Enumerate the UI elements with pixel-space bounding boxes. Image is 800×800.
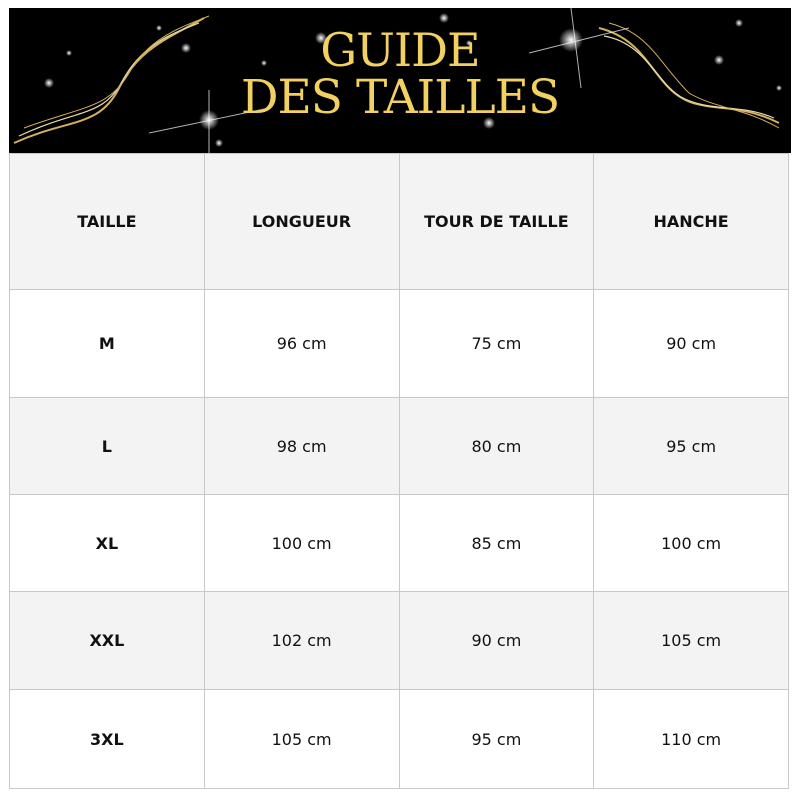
table-row: L 98 cm 80 cm 95 cm <box>9 397 789 495</box>
size-table: TAILLE LONGUEUR TOUR DE TAILLE HANCHE M … <box>9 153 789 789</box>
table-row: M 96 cm 75 cm 90 cm <box>9 289 789 398</box>
header-tour-de-taille: TOUR DE TAILLE <box>398 153 595 290</box>
waist-cell: 85 cm <box>398 494 595 592</box>
header-taille: TAILLE <box>9 153 205 290</box>
table-row: 3XL 105 cm 95 cm 110 cm <box>9 689 789 789</box>
waist-cell: 80 cm <box>398 397 595 495</box>
hip-cell: 90 cm <box>593 289 789 398</box>
waist-cell: 75 cm <box>398 289 595 398</box>
length-cell: 100 cm <box>203 494 400 592</box>
waist-cell: 90 cm <box>398 591 595 690</box>
size-cell: 3XL <box>9 689 205 789</box>
hip-cell: 105 cm <box>593 591 789 690</box>
length-cell: 102 cm <box>203 591 400 690</box>
gold-swoosh-left <box>13 15 210 144</box>
size-cell: XXL <box>9 591 205 690</box>
title-line-1: GUIDE <box>320 23 480 77</box>
size-cell: M <box>9 289 205 398</box>
size-cell: XL <box>9 494 205 592</box>
hip-cell: 100 cm <box>593 494 789 592</box>
gold-swoosh-right <box>598 22 780 129</box>
waist-cell: 95 cm <box>398 689 595 789</box>
header-longueur: LONGUEUR <box>203 153 400 290</box>
length-cell: 105 cm <box>203 689 400 789</box>
header-hanche: HANCHE <box>593 153 789 290</box>
size-cell: L <box>9 397 205 495</box>
sparkle-decoration <box>13 8 782 153</box>
table-header-row: TAILLE LONGUEUR TOUR DE TAILLE HANCHE <box>9 153 789 290</box>
length-cell: 98 cm <box>203 397 400 495</box>
hip-cell: 95 cm <box>593 397 789 495</box>
table-row: XXL 102 cm 90 cm 105 cm <box>9 591 789 690</box>
title-line-2: DES TAILLES <box>240 70 560 125</box>
banner: GUIDE DES TAILLES <box>9 8 791 153</box>
hip-cell: 110 cm <box>593 689 789 789</box>
page-title: GUIDE DES TAILLES <box>9 26 791 122</box>
stars <box>44 13 782 147</box>
length-cell: 96 cm <box>203 289 400 398</box>
table-row: XL 100 cm 85 cm 100 cm <box>9 494 789 592</box>
